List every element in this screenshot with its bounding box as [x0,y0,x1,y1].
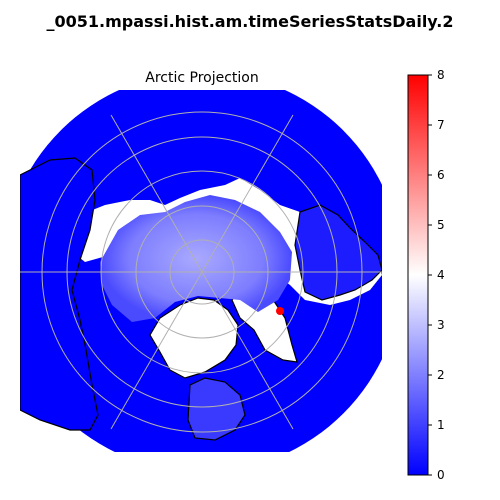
colorbar-tick-label: 3 [437,318,445,332]
colorbar-tick-label: 6 [437,168,445,182]
colorbar [407,74,429,476]
colorbar-tick-label: 2 [437,368,445,382]
colorbar-tick-label: 5 [437,218,445,232]
map-disk [20,90,382,452]
hotspot-marker [276,307,284,315]
sea-ice-field [100,195,292,322]
colorbar-tick-label: 0 [437,468,445,482]
colorbar-ticks [428,74,432,476]
hudson-bay [187,377,246,441]
colorbar-tick-label: 8 [437,68,445,82]
figure-title: _0051.mpassi.hist.am.timeSeriesStatsDail… [46,12,454,31]
eastern-coast [294,204,382,301]
colorbar-tick-label: 7 [437,118,445,132]
western-coast [20,157,99,431]
map-title: Arctic Projection [145,70,259,86]
meridian-lines [20,114,382,430]
colorbar-tick-label: 4 [437,268,445,282]
colorbar-tick-label: 1 [437,418,445,432]
